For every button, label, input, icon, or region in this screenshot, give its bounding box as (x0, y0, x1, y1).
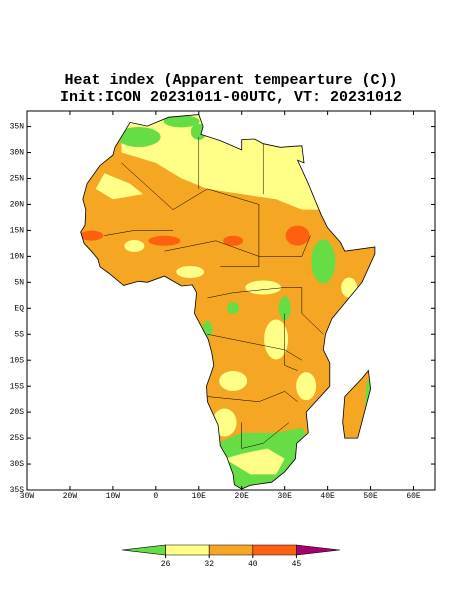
y-tick-label: 30S (10, 460, 25, 469)
map: 30W 20W 10W 0 10E 20E 30E 40E 50E 60E 35N 30N 25N 20N… (10, 110, 436, 501)
y-tick-label: 35S (10, 486, 25, 495)
border (241, 422, 290, 449)
x-tick-label: 10E (192, 492, 207, 501)
x-tick-label: 30W (20, 492, 35, 501)
y-tick-label: 5S (14, 330, 24, 339)
border (207, 334, 302, 361)
y-tick-label: 35N (10, 123, 25, 132)
x-tick-label: 20E (235, 492, 250, 501)
colorbar-label: 45 (292, 560, 302, 569)
y-tick-label: 15N (10, 227, 25, 236)
y-tick-label: 5N (14, 278, 24, 287)
x-tick-label: 20W (63, 492, 78, 501)
colorbar-label: 40 (248, 560, 258, 569)
border (284, 313, 298, 371)
field-patch (278, 296, 291, 321)
y-tick-label: 25S (10, 434, 25, 443)
colorbar-swatch (252, 544, 297, 556)
coastline (80, 114, 376, 490)
field-patch (124, 239, 145, 252)
x-tick-label: 10W (106, 492, 121, 501)
y-tick-label: 25N (10, 175, 25, 184)
border (104, 230, 174, 236)
y-tick-label: 20S (10, 408, 25, 417)
border (220, 204, 260, 268)
title-line1: Heat index (Apparent tempearture (C)) (64, 72, 397, 89)
y-tick-label: 10N (10, 252, 25, 261)
border (207, 287, 302, 299)
field-patch (223, 235, 244, 246)
border (301, 287, 324, 335)
field-patch (148, 235, 181, 246)
colorbar-label: 32 (204, 560, 214, 569)
x-tick-label: 30E (277, 492, 292, 501)
colorbar-swatch (208, 544, 254, 556)
x-tick-label: 40E (320, 492, 335, 501)
field-patch (245, 280, 282, 295)
field-patch (116, 126, 161, 147)
map-frame (26, 110, 436, 491)
field-patch (227, 302, 240, 315)
x-tick-label: 0 (153, 492, 158, 501)
y-tick-label: 30N (10, 149, 25, 158)
field-patch (176, 265, 205, 278)
colorbar: 26 32 40 45 (121, 544, 341, 569)
y-tick-label: 20N (10, 201, 25, 210)
x-tick-label: 50E (363, 492, 378, 501)
y-tick-label: 15S (10, 382, 25, 391)
field-patch (80, 230, 104, 241)
colorbar-label: 26 (161, 560, 171, 569)
field-patch (311, 239, 336, 284)
border (121, 162, 259, 210)
x-tick-label: 60E (406, 492, 421, 501)
colorbar-swatch (296, 544, 341, 556)
border (207, 391, 298, 402)
border (164, 235, 311, 257)
field-patch (95, 173, 143, 200)
title-line2: Init:ICON 20231011-00UTC, VT: 20231012 (60, 89, 402, 106)
field-patch (285, 225, 310, 246)
field-patch (224, 448, 285, 475)
colorbar-swatch (165, 544, 210, 556)
y-tick-label: EQ (14, 304, 24, 313)
field-patch (296, 372, 317, 401)
field-patch (219, 370, 248, 391)
field-patch (163, 115, 200, 128)
y-tick-label: 10S (10, 356, 25, 365)
